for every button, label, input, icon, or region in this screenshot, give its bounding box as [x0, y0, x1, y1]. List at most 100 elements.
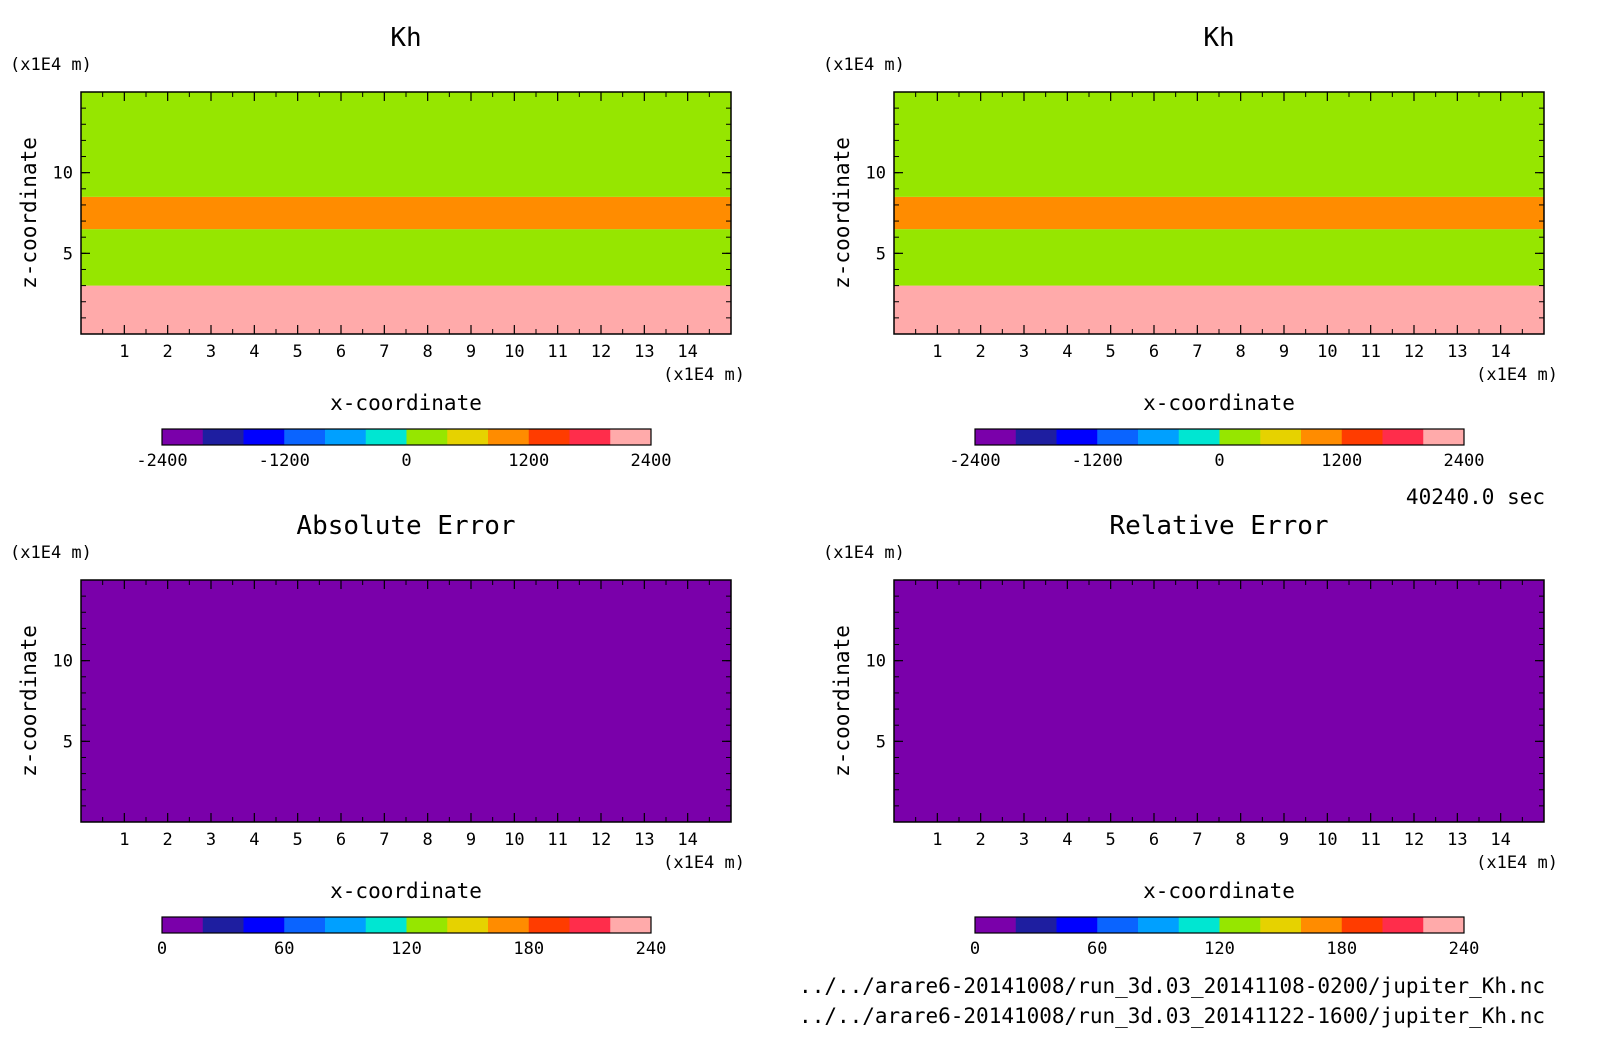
field-band [894, 229, 1544, 286]
colorbar-cell [1138, 429, 1180, 445]
x-tick-label: 8 [423, 342, 433, 362]
colorbar-cell [1178, 917, 1220, 933]
colorbar-cell [1423, 917, 1465, 933]
x-tick-label: 12 [1404, 342, 1424, 362]
colorbar-tick-label: -2400 [949, 451, 1000, 471]
colorbar-cell [975, 429, 1017, 445]
colorbar-tick-label: 120 [1204, 939, 1235, 959]
x-tick-label: 7 [379, 342, 389, 362]
x-tick-label: 9 [1279, 342, 1289, 362]
x-unit-label: (x1E4 m) [1476, 365, 1558, 385]
colorbar-tick-label: 0 [401, 451, 411, 471]
x-unit-label: (x1E4 m) [663, 853, 745, 873]
x-tick-label: 8 [1236, 342, 1246, 362]
x-tick-label: 4 [249, 830, 259, 850]
x-tick-label: 12 [591, 830, 611, 850]
colorbar-tick-label: 60 [274, 939, 294, 959]
field-band [81, 92, 731, 197]
colorbar-cell [610, 429, 652, 445]
x-tick-label: 7 [1192, 830, 1202, 850]
x-axis-label: x-coordinate [330, 391, 482, 415]
panel-relative-error: Relative Error(x1E4 m)1 2 3 4 5 6 7 8 9 10 11 12 13 1… [823, 511, 1558, 959]
x-tick-label: 11 [1360, 830, 1380, 850]
x-tick-label: 8 [423, 830, 433, 850]
y-unit-label: (x1E4 m) [823, 543, 905, 563]
colorbar-cell [243, 917, 285, 933]
time-label: 40240.0 sec [1406, 485, 1545, 509]
colorbar-cell [447, 917, 489, 933]
colorbar-tick-label: 240 [636, 939, 667, 959]
x-tick-label: 5 [1106, 342, 1116, 362]
x-tick-label: 1 [932, 342, 942, 362]
y-axis-label: z-coordinate [830, 625, 854, 777]
colorbar-cell [488, 917, 530, 933]
colorbar-cell [1423, 429, 1465, 445]
x-tick-label: 2 [163, 830, 173, 850]
colorbar-tick-label: 120 [391, 939, 422, 959]
colorbar-tick-label: -2400 [136, 451, 187, 471]
y-tick-label: 10 [53, 164, 73, 184]
x-tick-label: 9 [466, 342, 476, 362]
colorbar-cell [447, 429, 489, 445]
y-unit-label: (x1E4 m) [10, 55, 92, 75]
x-tick-label: 4 [1062, 830, 1072, 850]
x-tick-label: 14 [677, 830, 697, 850]
field-band [894, 92, 1544, 197]
y-unit-label: (x1E4 m) [823, 55, 905, 75]
x-unit-label: (x1E4 m) [1476, 853, 1558, 873]
y-tick-label: 5 [876, 244, 886, 264]
x-tick-label: 1 [119, 830, 129, 850]
x-tick-label: 3 [1019, 830, 1029, 850]
colorbar-cell [1301, 429, 1343, 445]
y-axis-label: z-coordinate [17, 137, 41, 289]
colorbar-tick-label: -1200 [1072, 451, 1123, 471]
colorbar-tick-label: 180 [1326, 939, 1357, 959]
colorbar-cell [1341, 429, 1383, 445]
x-tick-label: 10 [504, 342, 524, 362]
x-tick-label: 11 [547, 342, 567, 362]
colorbar-cell [1301, 917, 1343, 933]
colorbar-cell [610, 917, 652, 933]
colorbar-cell [1219, 917, 1261, 933]
y-axis-label: z-coordinate [830, 137, 854, 289]
file-path-1: ../../arare6-20141008/run_3d.03_20141108… [799, 974, 1545, 998]
field-band [81, 580, 731, 822]
colorbar-cell [325, 917, 367, 933]
x-tick-label: 2 [976, 342, 986, 362]
panel-title: Absolute Error [296, 511, 515, 541]
x-tick-label: 9 [1279, 830, 1289, 850]
x-tick-label: 5 [1106, 830, 1116, 850]
x-tick-label: 13 [1447, 342, 1467, 362]
colorbar-tick-label: 2400 [1444, 451, 1485, 471]
colorbar-cell [202, 917, 244, 933]
x-tick-label: 14 [1490, 830, 1510, 850]
colorbar-frame [974, 916, 1465, 934]
colorbar-frame [161, 916, 652, 934]
colorbar-cell [365, 917, 407, 933]
colorbar-cell [365, 429, 407, 445]
colorbar-cell [406, 917, 448, 933]
field-band [894, 580, 1544, 822]
x-tick-label: 10 [1317, 342, 1337, 362]
x-tick-label: 12 [591, 342, 611, 362]
colorbar-cell [325, 429, 367, 445]
colorbar-tick-label: 0 [970, 939, 980, 959]
colorbar-cell [1178, 429, 1220, 445]
x-tick-label: 6 [336, 830, 346, 850]
x-tick-label: 3 [206, 342, 216, 362]
colorbar-cell [1260, 917, 1302, 933]
y-tick-label: 10 [866, 652, 886, 672]
colorbar-cell [1097, 429, 1139, 445]
panel-title: Relative Error [1109, 511, 1328, 541]
y-axis-label: z-coordinate [17, 625, 41, 777]
x-axis-label: x-coordinate [330, 879, 482, 903]
colorbar-tick-label: 0 [157, 939, 167, 959]
colorbar-cell [1341, 917, 1383, 933]
x-tick-label: 11 [1360, 342, 1380, 362]
colorbar-cell [975, 917, 1017, 933]
colorbar-cell [1056, 917, 1098, 933]
x-tick-label: 5 [293, 830, 303, 850]
y-tick-label: 5 [63, 732, 73, 752]
